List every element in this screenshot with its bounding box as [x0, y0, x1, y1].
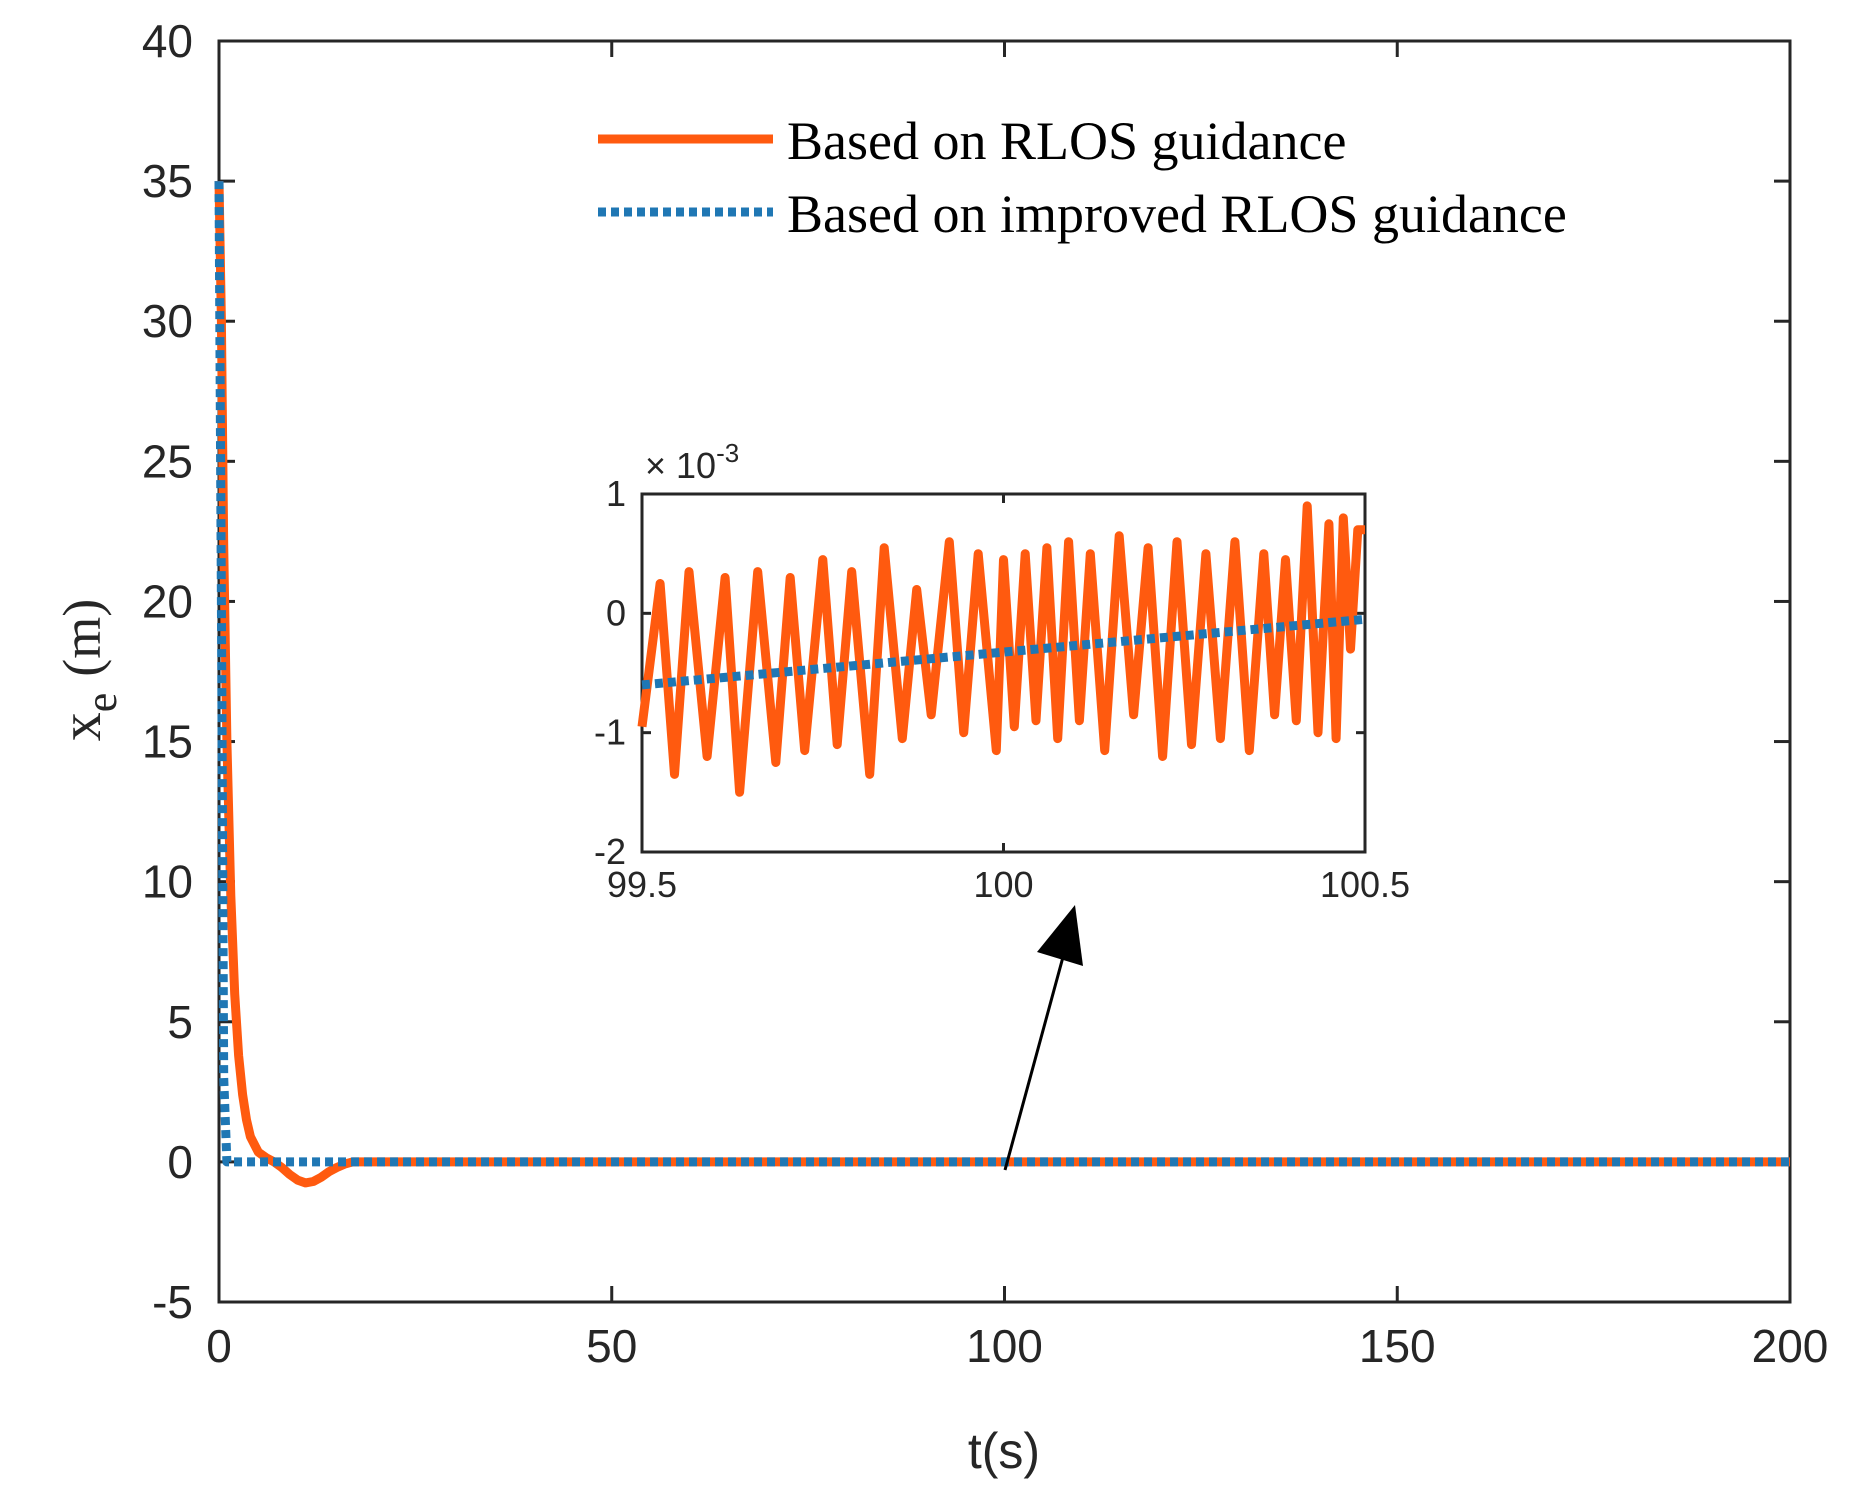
inset-x-tick-label: 100	[973, 864, 1033, 905]
inset-axes: 99.5 100 100.5 -2 -1 0 1 × 10-3	[594, 438, 1410, 905]
inset-exponent-label: × 10-3	[645, 438, 739, 486]
main-y-tick-label: 35	[142, 155, 193, 207]
main-y-tick-label: 20	[142, 575, 193, 627]
main-y-tick-label: -5	[152, 1276, 193, 1328]
main-y-tick-label: 15	[142, 716, 193, 768]
main-x-ticks: 0 50 100 150 200	[206, 41, 1828, 1372]
zoom-arrow-head	[1037, 905, 1083, 966]
zoom-arrow	[1003, 905, 1083, 1171]
x-axis-label: t(s)	[968, 1423, 1040, 1479]
inset-series-rlos-line	[637, 501, 1365, 797]
inset-y-tick-label: -2	[594, 831, 626, 872]
main-y-tick-label: 25	[142, 435, 193, 487]
legend: Based on RLOS guidance Based on improved…	[598, 111, 1567, 244]
main-x-tick-label: 150	[1359, 1320, 1436, 1372]
main-x-tick-label: 0	[206, 1320, 232, 1372]
y-axis-label-main: x	[48, 712, 113, 741]
inset-x-tick-label: 100.5	[1320, 864, 1410, 905]
main-x-tick-label: 50	[586, 1320, 637, 1372]
legend-label-rlos: Based on RLOS guidance	[787, 111, 1346, 171]
inset-y-tick-label: 1	[606, 473, 626, 514]
main-y-tick-label: 0	[167, 1136, 193, 1188]
main-series-improved-line	[214, 181, 1790, 1167]
inset-y-tick-label: -1	[594, 712, 626, 753]
main-series	[214, 181, 1790, 1188]
main-y-tick-label: 30	[142, 295, 193, 347]
inset-y-tick-label: 0	[606, 592, 626, 633]
main-y-tick-label: 10	[142, 856, 193, 908]
inset-x-tick-label: 99.5	[607, 864, 677, 905]
legend-label-improved: Based on improved RLOS guidance	[787, 184, 1567, 244]
y-axis-label: xe (m)	[48, 599, 126, 742]
y-axis-label-unit: (m)	[52, 599, 112, 677]
main-y-tick-label: 5	[167, 996, 193, 1048]
y-axis-label-sub: e	[77, 693, 126, 713]
main-x-tick-label: 100	[966, 1320, 1043, 1372]
zoom-arrow-shaft	[1003, 956, 1065, 1171]
inset-series-improved-line	[641, 614, 1366, 690]
main-y-tick-label: 40	[142, 15, 193, 67]
inset-y-ticks: -2 -1 0 1	[594, 473, 1365, 872]
svg-text:xe(m): xe (m)	[48, 599, 126, 742]
main-x-tick-label: 200	[1752, 1320, 1829, 1372]
inset-series	[637, 501, 1366, 797]
inset-x-ticks: 99.5 100 100.5	[607, 494, 1410, 905]
